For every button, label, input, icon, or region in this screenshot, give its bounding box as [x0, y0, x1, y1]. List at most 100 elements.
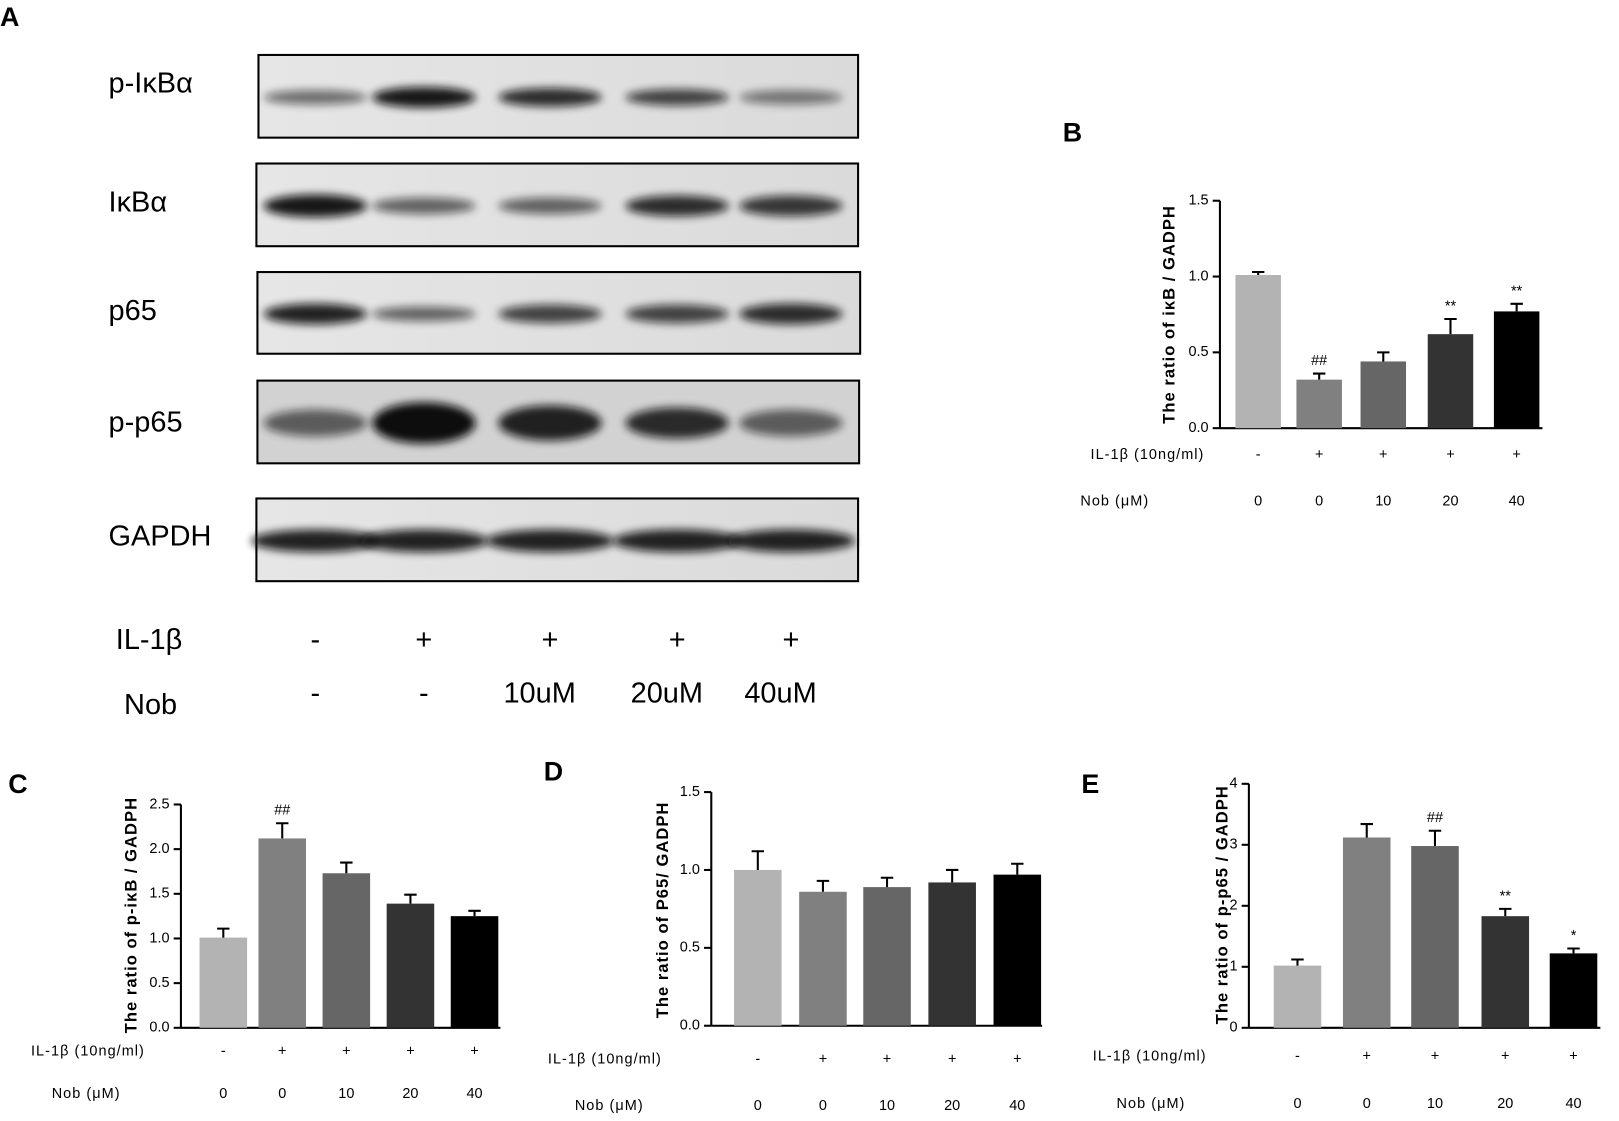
treatment-label: - [419, 678, 429, 710]
blot-band [372, 197, 476, 215]
treatment-label: - [311, 678, 321, 710]
x-row-label: 20 [1497, 1096, 1513, 1112]
x-row-label: 0 [1254, 493, 1262, 509]
panel-letter: E [1081, 769, 1099, 799]
y-tick-label: 1.0 [1188, 268, 1208, 284]
blot-row-label: GAPDH [109, 520, 212, 552]
error-bar [1312, 372, 1326, 380]
x-row-label: - [755, 1052, 760, 1068]
bar [1549, 953, 1598, 1028]
blot-band [498, 405, 602, 441]
bar [386, 903, 435, 1028]
blot-band [625, 407, 729, 439]
bar [1342, 837, 1391, 1028]
bar [928, 882, 976, 1026]
error-bar [340, 861, 353, 874]
x-row-label: 0 [754, 1098, 762, 1114]
x-row-label: + [1363, 1049, 1371, 1065]
x-row-label: 40 [466, 1086, 482, 1102]
x-row-label: 10 [1375, 493, 1391, 509]
bar [1493, 311, 1540, 429]
y-tick-label: 1 [1229, 959, 1237, 975]
y-tick-label: 2 [1229, 898, 1237, 914]
error-bar [1377, 351, 1390, 362]
y-tick-label: 1.5 [149, 886, 169, 902]
error-bar [217, 927, 230, 938]
bar [993, 874, 1042, 1026]
y-axis-title: The ratio of p-p65 / GADPH [1212, 785, 1231, 1024]
blot-band [263, 409, 368, 437]
error-bar [1444, 317, 1457, 335]
blot-band [613, 529, 742, 553]
treatment-label: + [542, 624, 559, 656]
blot-band [498, 197, 602, 215]
x-row-name: IL-1β (10ng/ml) [31, 1043, 145, 1059]
blot-row-label: p-p65 [109, 407, 183, 439]
error-bar [404, 893, 417, 904]
error-bar [1428, 829, 1442, 847]
x-row-label: + [1013, 1052, 1021, 1068]
significance-label: ## [1311, 353, 1327, 369]
treatment-name: IL-1β [116, 624, 183, 656]
panel-letter: D [544, 757, 563, 787]
x-row-label: + [1315, 447, 1323, 463]
treatment-label: + [415, 624, 432, 656]
x-row-label: - [1295, 1049, 1300, 1065]
x-row-label: + [1431, 1049, 1439, 1065]
error-bar [880, 876, 894, 888]
x-row-label: 20 [944, 1098, 960, 1114]
x-row-label: + [470, 1043, 478, 1059]
significance-label: ** [1445, 298, 1457, 314]
bar [1427, 334, 1474, 429]
blot-band [739, 90, 843, 105]
y-tick-label: 0.5 [680, 940, 700, 956]
blot-band [739, 303, 843, 325]
error-bar [751, 850, 765, 870]
bar [799, 891, 847, 1026]
bar [450, 916, 499, 1028]
x-row-label: 40 [1509, 493, 1525, 509]
x-row-label: 0 [819, 1098, 827, 1114]
blot-band [739, 195, 843, 217]
y-tick-label: 1.0 [680, 862, 700, 878]
blot-band [372, 306, 476, 322]
y-tick-label: 3 [1229, 837, 1237, 853]
x-row-label: 10 [338, 1086, 354, 1102]
y-tick-label: 0.5 [1188, 344, 1208, 360]
blot-band [263, 194, 368, 218]
blot-band [726, 529, 855, 553]
treatment-label: - [311, 624, 321, 656]
x-row-label: 0 [278, 1086, 286, 1102]
panel-letter: B [1063, 118, 1082, 148]
error-bar [945, 868, 959, 883]
significance-label: * [1571, 928, 1577, 944]
blot-band [251, 529, 380, 553]
blot-band [263, 90, 368, 105]
x-row-label: + [948, 1052, 956, 1068]
error-bar [276, 822, 289, 839]
error-bar [1011, 862, 1024, 875]
blot-band [485, 529, 615, 553]
x-row-label: 0 [1293, 1096, 1301, 1112]
x-row-label: + [1512, 447, 1520, 463]
blot-band [372, 402, 476, 444]
y-tick-label: 2.0 [149, 841, 169, 857]
blot-band [359, 529, 488, 553]
blot-band [625, 304, 729, 324]
x-row-label: + [1446, 447, 1454, 463]
blot-band [625, 195, 729, 217]
bar [1411, 846, 1459, 1028]
y-tick-label: 1.0 [149, 930, 169, 946]
y-tick-label: 0 [1229, 1020, 1237, 1036]
x-row-name: Nob (μM) [1080, 493, 1149, 509]
significance-label: ## [1427, 810, 1443, 826]
x-row-label: 10 [879, 1098, 895, 1114]
error-bar [816, 879, 830, 892]
x-row-label: 0 [1315, 493, 1323, 509]
blot-row-label: p-IκBα [109, 68, 193, 100]
error-bar [1567, 947, 1580, 954]
bar [199, 937, 248, 1028]
x-row-name: Nob (μM) [575, 1098, 644, 1114]
x-row-label: 10 [1427, 1096, 1443, 1112]
x-row-label: 40 [1009, 1098, 1025, 1114]
